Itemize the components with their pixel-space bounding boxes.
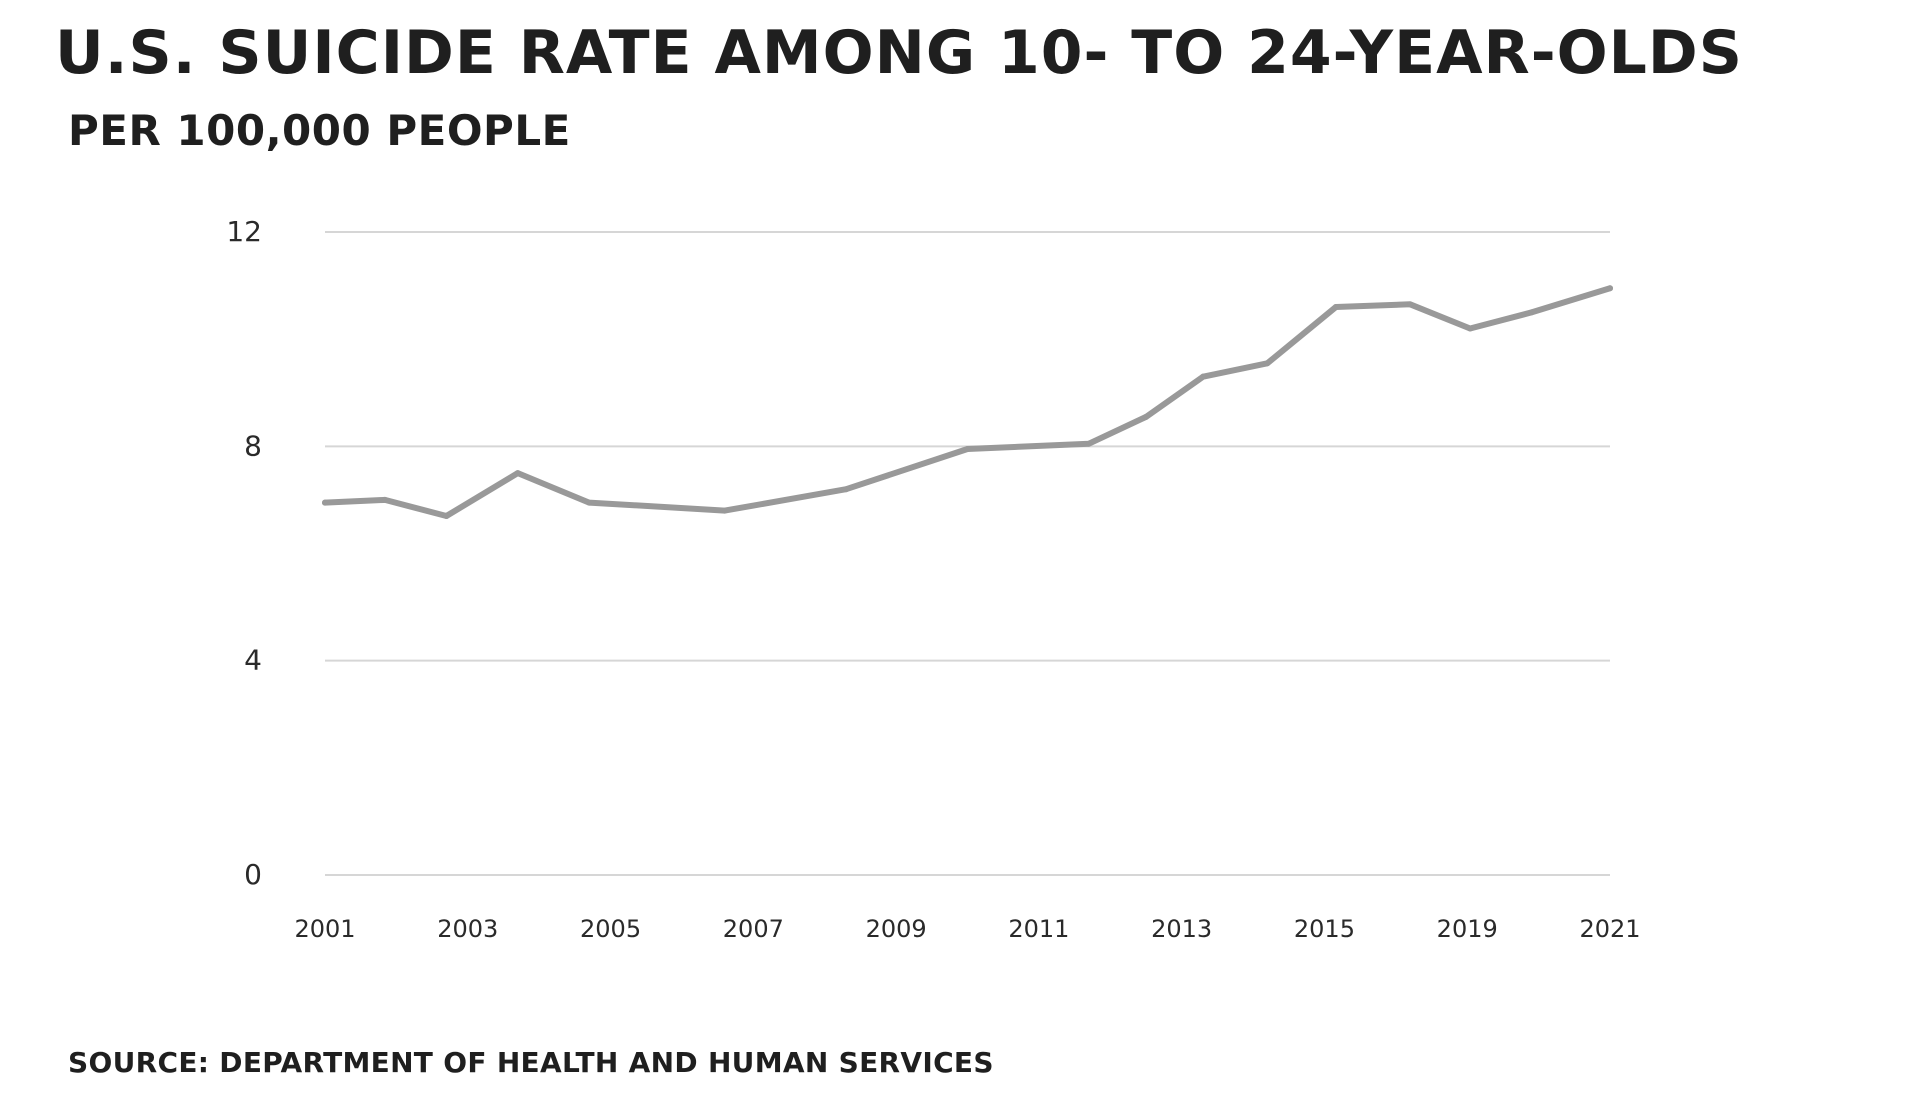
x-tick-label: 2015 (1294, 915, 1355, 943)
data-point (964, 446, 971, 453)
x-tick-label: 2013 (1151, 915, 1212, 943)
source-note: SOURCE: DEPARTMENT OF HEALTH AND HUMAN S… (68, 1046, 994, 1079)
series-layer (322, 285, 1613, 519)
x-tick-label: 2011 (1008, 915, 1069, 943)
x-tick-label: 2003 (437, 915, 498, 943)
x-tick-label: 2021 (1579, 915, 1640, 943)
data-point (1528, 309, 1535, 316)
data-point (322, 499, 328, 506)
data-point (843, 486, 850, 493)
data-point (1264, 360, 1271, 367)
data-point (586, 499, 593, 506)
data-point (1142, 413, 1149, 420)
y-tick-label: 0 (244, 858, 262, 891)
data-point (1467, 325, 1474, 332)
y-axis-ticks: 0 4 8 12 (226, 215, 262, 891)
y-tick-label: 12 (226, 215, 262, 248)
data-point (1332, 304, 1339, 311)
x-tick-label: 2009 (866, 915, 927, 943)
y-tick-label: 8 (244, 429, 262, 462)
data-point (721, 507, 728, 514)
x-axis-ticks: 2001 2003 2005 2007 2009 2011 2013 2015 2019 2021 (294, 915, 1640, 943)
x-tick-label: 2007 (723, 915, 784, 943)
data-point (1200, 373, 1207, 380)
x-tick-label: 2005 (580, 915, 641, 943)
data-point (381, 496, 388, 503)
data-point (514, 470, 521, 477)
data-point (1407, 301, 1414, 308)
data-point (1085, 440, 1092, 447)
chart-title: U.S. SUICIDE RATE AMONG 10- TO 24-YEAR-O… (55, 18, 1743, 88)
y-tick-label: 4 (244, 644, 262, 677)
chart-subtitle: PER 100,000 PEOPLE (68, 106, 571, 155)
data-point (443, 512, 450, 519)
x-tick-label: 2001 (294, 915, 355, 943)
data-point (1607, 285, 1613, 292)
series-line-0 (322, 285, 1613, 519)
gridlines (325, 231, 1610, 876)
x-tick-label: 2019 (1437, 915, 1498, 943)
